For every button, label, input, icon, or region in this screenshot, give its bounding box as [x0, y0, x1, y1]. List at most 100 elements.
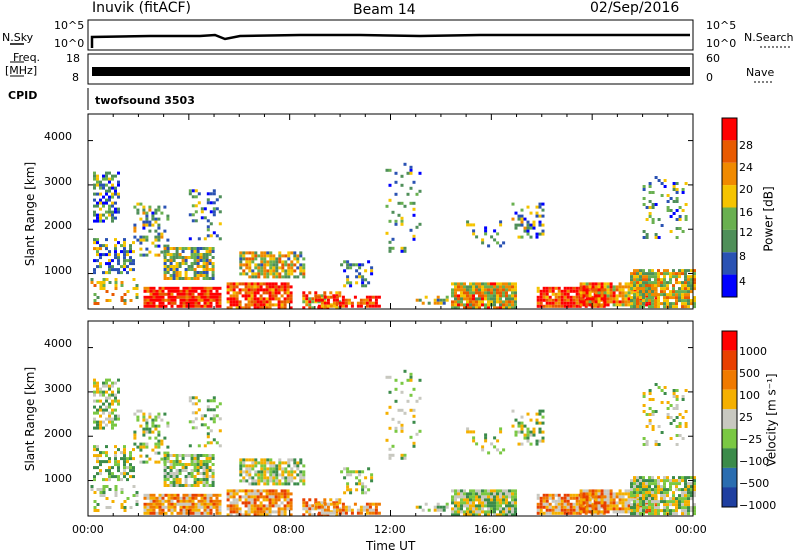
power-echo-cell	[394, 222, 398, 226]
power-echo-cell	[173, 286, 177, 290]
power-echo-cell	[139, 202, 143, 206]
velocity-echo-cell	[675, 488, 678, 492]
power-echo-cell	[520, 220, 524, 224]
power-echo-cell	[241, 282, 245, 286]
power-echo-cell	[145, 223, 149, 227]
velocity-echo-cell	[108, 396, 111, 400]
power-echo-cell	[642, 290, 645, 294]
velocity-echo-cell	[585, 507, 589, 511]
velocity-echo-cell	[412, 444, 416, 448]
power-echo-cell	[135, 287, 139, 290]
velocity-echo-cell	[151, 430, 155, 434]
power-echo-cell	[451, 303, 454, 307]
power-echo-cell	[203, 289, 207, 293]
power-echo-cell	[244, 306, 248, 310]
velocity-echo-cell	[245, 470, 249, 474]
velocity-echo-cell	[669, 404, 673, 407]
velocity-echo-cell	[484, 504, 487, 508]
velocity-echo-cell	[143, 502, 147, 506]
velocity-echo-cell	[278, 458, 282, 462]
velocity-echo-cell	[155, 496, 159, 500]
power-echo-cell	[163, 265, 167, 268]
power-echo-cell	[563, 295, 567, 299]
velocity-echo-cell	[172, 484, 176, 487]
velocity-echo-cell	[690, 488, 693, 492]
velocity-echo-cell	[365, 511, 369, 515]
power-echo-cell	[284, 263, 288, 267]
velocity-echo-cell	[308, 510, 312, 514]
power-echo-cell	[283, 297, 287, 301]
velocity-echo-cell	[542, 499, 546, 503]
velocity-echo-cell	[505, 507, 508, 511]
power-echo-cell	[142, 238, 146, 242]
velocity-echo-cell	[454, 498, 457, 502]
power-echo-cell	[648, 303, 652, 307]
velocity-echo-cell	[188, 444, 192, 448]
power-echo-cell	[681, 191, 685, 194]
velocity-echo-cell	[475, 492, 478, 496]
power-echo-cell	[155, 295, 159, 299]
velocity-echo-cell	[129, 457, 132, 461]
velocity-echo-cell	[248, 470, 252, 474]
power-echo-cell	[200, 289, 204, 293]
power-echo-cell	[600, 303, 604, 307]
velocity-echo-cell	[343, 476, 347, 480]
velocity-echo-cell	[247, 489, 251, 493]
power-echo-cell	[169, 247, 173, 250]
power-echo-cell	[166, 244, 170, 248]
power-echo-cell	[275, 266, 279, 270]
velocity-echo-cell	[642, 392, 646, 395]
velocity-echo-cell	[280, 513, 284, 517]
velocity-echo-cell	[176, 499, 180, 503]
power-echo-cell	[209, 222, 213, 226]
velocity-echo-cell	[388, 447, 392, 451]
power-echo-cell	[651, 206, 655, 209]
power-echo-cell	[290, 251, 294, 255]
power-echo-cell	[600, 282, 604, 286]
velocity-echo-cell	[259, 492, 263, 496]
power-echo-cell	[254, 263, 258, 267]
velocity-echo-cell	[193, 481, 197, 484]
velocity-echo-cell	[684, 410, 688, 413]
velocity-echo-cell	[606, 495, 610, 499]
velocity-echo-cell	[364, 476, 368, 480]
power-echo-cell	[259, 282, 263, 286]
power-echo-cell	[209, 292, 213, 296]
velocity-echo-cell	[418, 429, 422, 433]
power-echo-cell	[343, 260, 347, 264]
power-echo-cell	[569, 286, 573, 290]
power-echo-cell	[209, 301, 213, 305]
power-echo-cell	[478, 294, 481, 298]
velocity-echo-cell	[245, 479, 249, 483]
velocity-echo-cell	[678, 482, 681, 486]
power-echo-cell	[102, 281, 106, 284]
power-echo-cell	[166, 253, 170, 256]
velocity-echo-cell	[302, 501, 306, 505]
power-echo-cell	[181, 247, 185, 250]
velocity-echo-cell	[630, 479, 633, 483]
power-echo-cell	[250, 288, 254, 292]
velocity-echo-cell	[277, 507, 281, 511]
power-echo-cell	[96, 213, 99, 217]
power-echo-cell	[433, 301, 437, 305]
velocity-echo-cell	[612, 501, 616, 505]
velocity-echo-cell	[666, 509, 669, 513]
power-echo-cell	[181, 262, 185, 265]
velocity-echo-cell	[242, 461, 246, 465]
velocity-echo-cell	[579, 504, 583, 508]
power-echo-cell	[490, 300, 493, 304]
power-echo-cell	[194, 189, 198, 193]
power-echo-cell	[663, 185, 667, 188]
power-echo-cell	[299, 266, 303, 270]
velocity-echo-cell	[672, 407, 676, 410]
velocity-echo-cell	[176, 496, 180, 500]
velocity-echo-cell	[648, 494, 651, 498]
velocity-echo-cell	[639, 497, 642, 501]
velocity-echo-cell	[560, 502, 564, 506]
velocity-echo-cell	[526, 436, 530, 440]
velocity-echo-cell	[218, 493, 222, 497]
velocity-echo-cell	[409, 393, 413, 397]
velocity-echo-cell	[105, 445, 108, 449]
velocity-echo-cell	[554, 493, 558, 497]
velocity-echo-cell	[123, 457, 126, 461]
